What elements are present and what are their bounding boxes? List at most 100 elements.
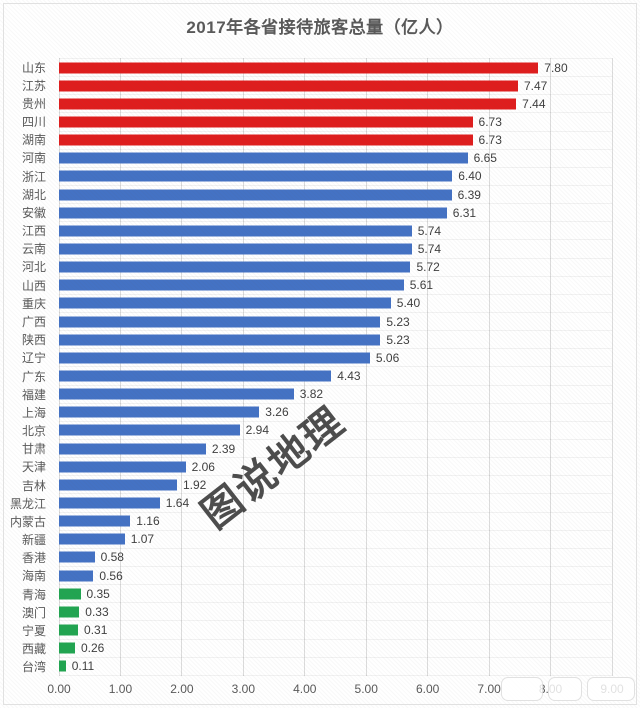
category-label: 浙江: [21, 169, 46, 184]
x-tick-label: 6.00: [415, 682, 440, 696]
category-label: 海南: [21, 569, 46, 584]
category-label: 青海: [21, 587, 46, 602]
category-label: 广西: [21, 314, 46, 329]
bar-value-label: 6.73: [478, 114, 502, 129]
bar-row: 6.40: [59, 166, 612, 185]
bar-香港: [59, 551, 95, 563]
y-axis-labels: 山东 江苏 贵州 四川 湖南 河南 浙江 湖北 安徽 江西 云南 河北 山西 重庆 广西 陕西 辽宁 广东 福建 上海…: [0, 58, 53, 676]
category-label: 江苏: [21, 78, 46, 93]
bar-北京: [59, 424, 240, 436]
bar-value-label: 2.94: [245, 423, 269, 438]
bar-row: 6.65: [59, 148, 612, 167]
bar-新疆: [59, 533, 125, 545]
bar-row: 6.73: [59, 130, 612, 149]
bar-row: 1.07: [59, 529, 612, 548]
bar-value-label: 1.64: [165, 495, 190, 510]
bar-青海: [59, 588, 81, 600]
bar-四川: [59, 116, 473, 128]
bar-value-label: 1.16: [136, 514, 160, 529]
bar-value-label: 6.31: [452, 205, 477, 220]
bar-row: 0.33: [59, 602, 612, 620]
gridline: [58, 58, 60, 676]
x-tick-label: 2.00: [170, 682, 194, 696]
bar-value-label: 5.72: [416, 260, 440, 275]
category-label: 福建: [21, 387, 46, 402]
bar-value-label: 0.11: [71, 659, 95, 674]
category-label: 台湾: [21, 660, 46, 675]
bar-row: 2.39: [59, 438, 612, 457]
bar-row: 2.94: [59, 420, 612, 439]
bar-row: 5.40: [59, 293, 612, 312]
category-label: 云南: [21, 242, 46, 257]
gridline: [365, 58, 367, 676]
bar-广西: [59, 316, 381, 328]
bar-row: 0.58: [59, 547, 612, 566]
plot-area: 7.80 7.47 7.44 6.73 6.73 6.65 6.40 6.39 6.31 5.74…: [58, 58, 613, 676]
bar-value-label: 7.47: [523, 78, 548, 93]
x-tick-label: 0.00: [47, 682, 71, 696]
x-tick-label: 5.00: [354, 682, 378, 696]
bar-山西: [59, 279, 404, 291]
x-tick-label: 3.00: [231, 682, 256, 696]
x-tick-label: 9.00: [600, 682, 624, 696]
category-label: 辽宁: [21, 351, 46, 366]
bar-value-label: 6.73: [478, 133, 502, 148]
bar-天津: [59, 461, 186, 473]
bar-value-label: 3.82: [299, 387, 324, 402]
category-label: 河北: [21, 260, 46, 275]
x-tick-label: 8.00: [538, 682, 563, 696]
gridline: [427, 58, 429, 676]
bar-福建: [59, 388, 294, 400]
bar-value-label: 5.06: [375, 350, 400, 365]
bar-value-label: 0.26: [80, 641, 105, 656]
bar-row: 4.43: [59, 366, 612, 384]
bar-row: 0.31: [59, 620, 612, 638]
bar-上海: [59, 406, 260, 418]
bar-row: 0.56: [59, 565, 612, 584]
x-tick-label: 4.00: [293, 682, 317, 696]
chart-title: 2017年各省接待旅客总量（亿人）: [186, 18, 454, 37]
bar-广东: [59, 370, 332, 382]
bar-西藏: [59, 642, 75, 654]
bar-row: 1.64: [59, 493, 612, 511]
category-label: 贵州: [21, 96, 46, 111]
category-label: 上海: [21, 405, 46, 420]
bar-row: 7.80: [59, 58, 612, 76]
bar-row: 3.82: [59, 384, 612, 403]
bar-value-label: 5.23: [386, 332, 410, 347]
bar-row: 0.11: [59, 656, 612, 676]
bar-row: 5.23: [59, 311, 612, 330]
bar-重庆: [59, 297, 391, 309]
category-label: 北京: [21, 424, 46, 439]
bar-row: 1.16: [59, 511, 612, 530]
bar-row: 2.06: [59, 457, 612, 475]
category-label: 河南: [21, 151, 46, 166]
x-axis: 0.00 1.00 2.00 3.00 4.00 5.00 6.00 7.00 8.00 9.00: [47, 679, 623, 699]
category-label: 天津: [21, 460, 46, 475]
bar-甘肃: [59, 443, 206, 455]
bar-row: 5.74: [59, 221, 612, 239]
bar-value-label: 7.44: [522, 96, 546, 111]
bar-row: 0.26: [59, 638, 612, 657]
bar-value-label: 7.80: [544, 60, 568, 75]
bar-湖北: [59, 189, 452, 201]
bar-row: 5.61: [59, 275, 612, 294]
category-label: 黑龙江: [9, 496, 46, 511]
bar-row: 5.06: [59, 348, 612, 366]
bar-value-label: 2.06: [191, 459, 215, 474]
bar-row: 5.23: [59, 330, 612, 348]
category-label: 宁夏: [21, 623, 46, 638]
gridline: [611, 58, 613, 676]
bar-山东: [59, 62, 539, 74]
gridline: [488, 58, 490, 676]
bar-value-label: 5.61: [409, 278, 434, 293]
bar-row: 0.35: [59, 584, 612, 602]
bar-value-label: 0.58: [100, 550, 124, 565]
bar-value-label: 0.31: [84, 622, 108, 637]
category-label: 山西: [21, 278, 46, 293]
bar-value-label: 6.40: [458, 169, 482, 184]
bar-宁夏: [59, 624, 79, 636]
bar-row: 5.72: [59, 257, 612, 276]
category-label: 内蒙古: [9, 514, 46, 529]
gridline: [550, 58, 552, 676]
